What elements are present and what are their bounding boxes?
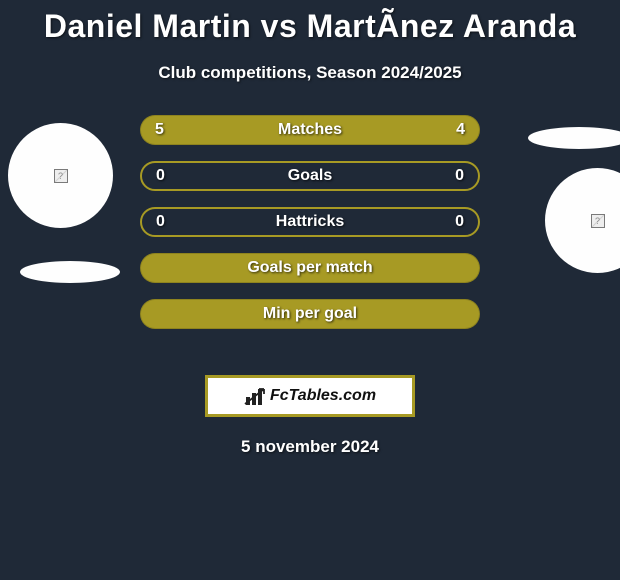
source-badge-text: FcTables.com: [270, 387, 376, 405]
stat-bars: 5 Matches 4 0 Goals 0 0 Hattricks 0 Goal…: [140, 115, 480, 345]
subtitle: Club competitions, Season 2024/2025: [0, 63, 620, 83]
stat-label: Goals per match: [247, 259, 372, 277]
source-badge: FcTables.com: [205, 375, 415, 417]
stat-label: Goals: [288, 167, 332, 185]
date-text: 5 november 2024: [0, 437, 620, 457]
player-right-shadow: [528, 127, 620, 149]
stat-row-hattricks: 0 Hattricks 0: [140, 207, 480, 237]
player-left-avatar: ?: [8, 123, 113, 228]
stat-right-value: 0: [455, 167, 464, 185]
player-right-avatar: ?: [545, 168, 620, 273]
image-placeholder-icon: ?: [54, 169, 68, 183]
stat-row-min-per-goal: Min per goal: [140, 299, 480, 329]
fctables-logo-icon: [244, 387, 266, 405]
stat-row-matches: 5 Matches 4: [140, 115, 480, 145]
stat-right-value: 4: [456, 121, 465, 139]
stat-label: Hattricks: [276, 213, 344, 231]
comparison-arena: ? ? 5 Matches 4 0 Goals 0 0 Hattricks 0 …: [0, 113, 620, 363]
stat-row-goals: 0 Goals 0: [140, 161, 480, 191]
stat-left-value: 0: [156, 213, 165, 231]
stat-right-value: 0: [455, 213, 464, 231]
player-left-shadow: [20, 261, 120, 283]
stat-left-value: 5: [155, 121, 164, 139]
image-placeholder-icon: ?: [591, 214, 605, 228]
stat-label: Min per goal: [263, 305, 357, 323]
page-title: Daniel Martin vs MartÃ­nez Aranda: [0, 0, 620, 45]
stat-left-value: 0: [156, 167, 165, 185]
stat-row-goals-per-match: Goals per match: [140, 253, 480, 283]
stat-label: Matches: [278, 121, 342, 139]
